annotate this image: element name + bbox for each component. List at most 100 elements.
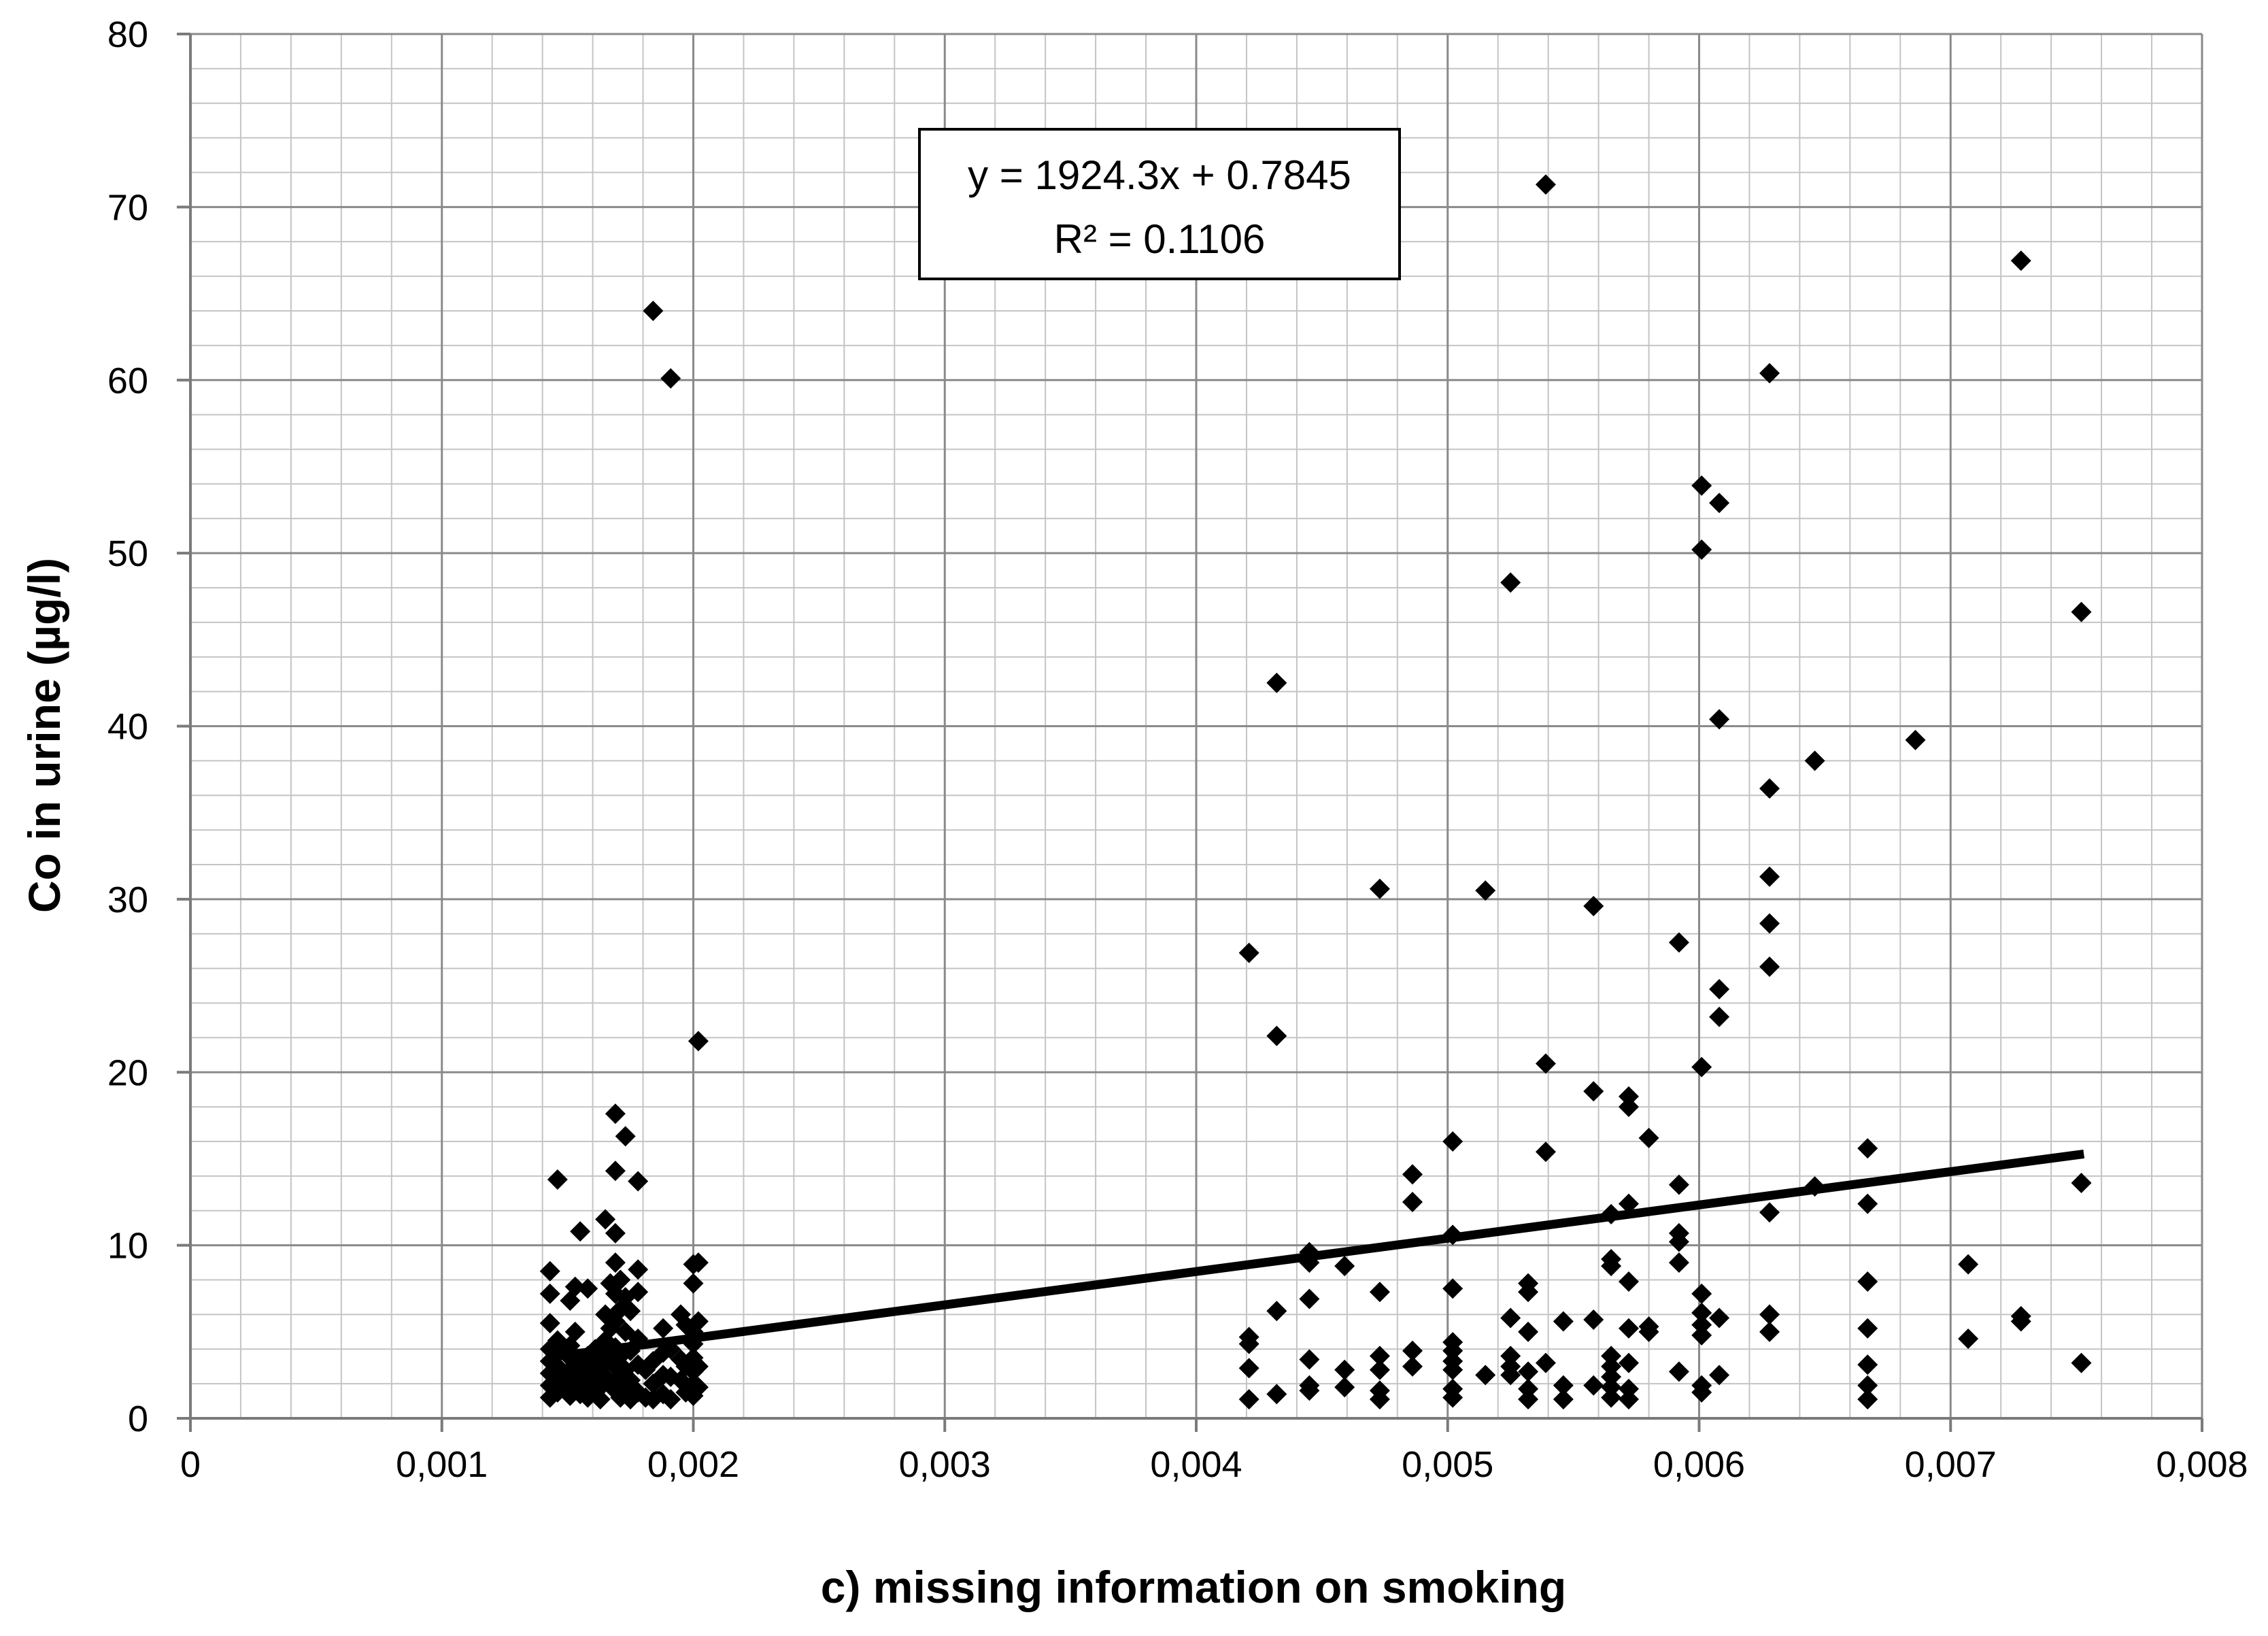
- data-point: [1958, 1254, 1979, 1275]
- data-point: [539, 1387, 560, 1408]
- x-tick-label: 0,007: [1905, 1444, 1997, 1485]
- data-point: [615, 1126, 636, 1147]
- data-point: [1857, 1318, 1878, 1339]
- data-point: [605, 1161, 626, 1182]
- data-point: [2010, 250, 2031, 271]
- data-point: [1518, 1361, 1539, 1382]
- data-point: [1691, 475, 1712, 496]
- data-point: [660, 1389, 681, 1410]
- data-point: [1668, 1174, 1689, 1195]
- data-point: [653, 1318, 674, 1339]
- y-tick-label: 20: [107, 1052, 148, 1093]
- data-point: [539, 1313, 560, 1334]
- data-point: [1369, 878, 1390, 899]
- data-point: [1442, 1340, 1463, 1361]
- data-point: [1442, 1131, 1463, 1152]
- y-tick-label: 40: [107, 707, 148, 748]
- x-tick-label: 0,001: [396, 1444, 488, 1485]
- data-point: [1691, 1302, 1712, 1323]
- data-point: [2071, 601, 2092, 622]
- data-point: [1369, 1282, 1390, 1303]
- trendline: [549, 1150, 2085, 1362]
- r-squared-label: R² = 0.1106: [1054, 216, 1266, 262]
- data-point: [1759, 1202, 1780, 1223]
- data-point: [570, 1221, 591, 1242]
- data-point: [1402, 1340, 1423, 1361]
- x-tick-label: 0,005: [1402, 1444, 1493, 1485]
- data-point: [1601, 1377, 1622, 1398]
- data-point: [1475, 880, 1496, 901]
- data-point: [1691, 1056, 1712, 1078]
- x-tick-label: 0,008: [2156, 1444, 2248, 1485]
- data-point: [1618, 1097, 1639, 1118]
- data-point: [683, 1333, 704, 1354]
- data-point: [1369, 1359, 1390, 1380]
- data-point: [547, 1169, 568, 1190]
- data-point: [1442, 1387, 1463, 1408]
- y-tick-labels: 0 10 20 30 40 50 60 70 80: [107, 14, 148, 1439]
- data-point: [595, 1209, 616, 1230]
- data-point: [577, 1278, 598, 1299]
- data-point: [1638, 1321, 1659, 1342]
- data-point: [1668, 1361, 1689, 1382]
- data-point: [564, 1321, 586, 1342]
- data-point: [1583, 1375, 1604, 1396]
- data-point: [1618, 1271, 1639, 1292]
- data-point: [1759, 778, 1780, 799]
- data-point: [539, 1283, 560, 1304]
- data-point: [1618, 1378, 1639, 1399]
- data-point: [1668, 1252, 1689, 1273]
- data-point: [1691, 1382, 1712, 1403]
- data-point: [688, 1356, 709, 1377]
- data-point: [1601, 1366, 1622, 1387]
- x-tick-label: 0,002: [647, 1444, 739, 1485]
- data-point: [1759, 1321, 1780, 1342]
- y-tick-label: 30: [107, 880, 148, 920]
- data-point: [1759, 1304, 1780, 1325]
- x-tick-label: 0,003: [899, 1444, 991, 1485]
- data-point: [564, 1276, 586, 1297]
- data-point: [1553, 1311, 1574, 1332]
- data-point: [1500, 572, 1521, 593]
- data-point: [1500, 1307, 1521, 1329]
- trendline-equation: y = 1924.3x + 0.7845: [968, 152, 1351, 198]
- data-point: [1535, 1141, 1556, 1163]
- data-point: [1618, 1193, 1639, 1214]
- data-point: [1266, 1384, 1287, 1405]
- x-tick-label: 0,004: [1150, 1444, 1242, 1485]
- data-point: [1238, 942, 1259, 963]
- data-point: [1804, 750, 1825, 771]
- x-tick-label: 0: [180, 1444, 201, 1485]
- data-point: [1518, 1321, 1539, 1342]
- data-point: [643, 301, 664, 321]
- data-point: [1500, 1346, 1521, 1367]
- data-point: [605, 1103, 626, 1124]
- data-points: [539, 174, 2092, 1410]
- data-point: [628, 1171, 649, 1192]
- data-point: [1709, 493, 1730, 514]
- data-point: [1299, 1288, 1320, 1309]
- data-point: [1691, 1314, 1712, 1335]
- data-point: [1691, 1283, 1712, 1304]
- data-point: [1759, 913, 1780, 934]
- data-point: [1299, 1241, 1320, 1263]
- x-tick-label: 0,006: [1653, 1444, 1745, 1485]
- equation-box-frame: [918, 128, 1401, 280]
- y-tick-label: 10: [107, 1226, 148, 1267]
- data-point: [1709, 709, 1730, 730]
- data-point: [1334, 1359, 1355, 1380]
- data-point: [1691, 539, 1712, 561]
- data-point: [1857, 1375, 1878, 1396]
- data-point: [1369, 1389, 1390, 1410]
- data-point: [2071, 1173, 2092, 1194]
- data-point: [1475, 1365, 1496, 1386]
- data-point: [1238, 1389, 1259, 1410]
- data-point: [1334, 1256, 1355, 1277]
- data-point: [1535, 174, 1556, 195]
- data-point: [1759, 866, 1780, 887]
- data-point: [1266, 1025, 1287, 1046]
- data-point: [628, 1282, 649, 1303]
- data-point: [1601, 1387, 1622, 1408]
